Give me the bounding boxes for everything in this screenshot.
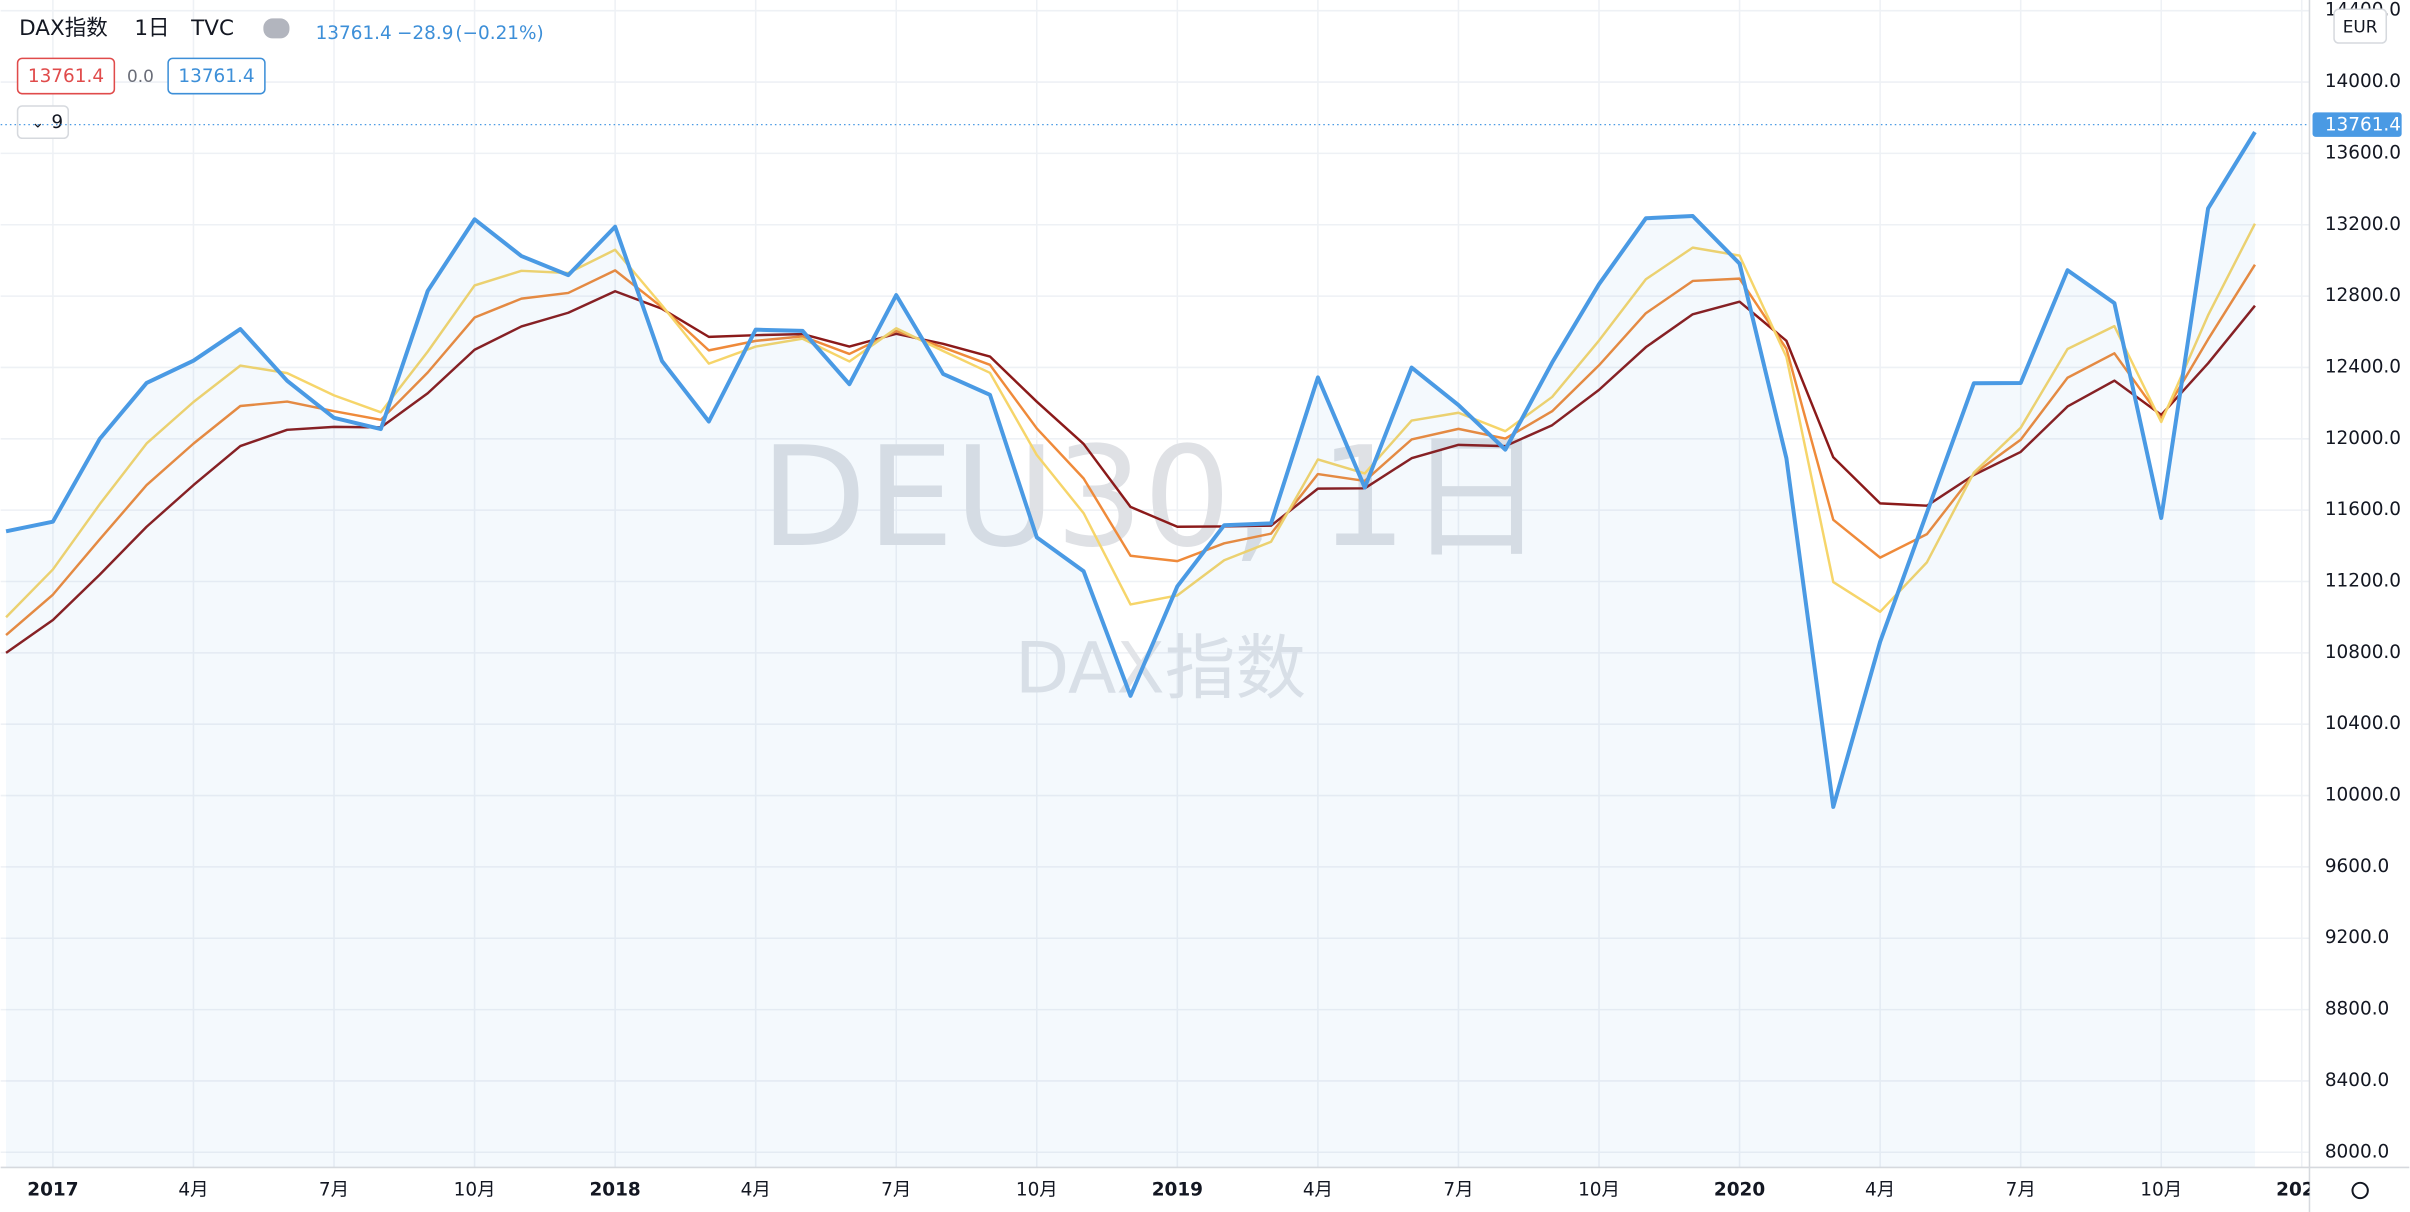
currency-box[interactable] — [2333, 8, 2388, 44]
last-value-label: 13761.4 — [2325, 114, 2401, 135]
x-tick-label: 4月 — [1865, 1179, 1895, 1200]
x-tick-label: 2019 — [1152, 1179, 1203, 1200]
y-tick-label: 11600.0 — [2325, 499, 2401, 520]
y-tick-label: 8000.0 — [2325, 1141, 2389, 1162]
x-tick-label: 4月 — [1303, 1179, 1333, 1200]
x-axis: 2017 4月 7月 10月 2018 4月 7月 10月 2019 4月 7月 10月 2020 4月 7… — [27, 1179, 2327, 1200]
y-tick-label: 8400.0 — [2325, 1070, 2389, 1091]
price-area — [6, 132, 2255, 1168]
settings-icon[interactable] — [2351, 1181, 2369, 1200]
y-tick-label: 10000.0 — [2325, 785, 2401, 806]
y-tick-label: 12400.0 — [2325, 356, 2401, 377]
x-tick-label: 7月 — [881, 1179, 911, 1200]
grid — [0, 0, 2310, 1168]
ema-line — [5, 223, 2257, 619]
watermark-sub: DAX指数 — [1015, 626, 1306, 709]
interval: 1日 — [134, 16, 169, 41]
series-lines — [5, 131, 2257, 1168]
box-close-text: 13761.4 — [178, 66, 254, 87]
quote-pct: (−0.21%) — [455, 23, 543, 44]
y-axis: 8000.0 8400.0 8800.0 9200.0 9600.0 10000.0 104… — [2325, 0, 2401, 1162]
x-tick-label: 10月 — [454, 1179, 496, 1200]
x-tick-label: 2018 — [589, 1179, 640, 1200]
quote-last: 13761.4 — [316, 23, 392, 44]
exchange: TVC — [190, 16, 234, 41]
y-tick-label: 8800.0 — [2325, 999, 2389, 1020]
y-tick-label: 10800.0 — [2325, 642, 2401, 663]
x-tick-label: 7月 — [1443, 1179, 1473, 1200]
y-tick-label: 10400.0 — [2325, 713, 2401, 734]
x-tick-label: 2020 — [1714, 1179, 1765, 1200]
y-tick-label: 9600.0 — [2325, 856, 2389, 877]
currency: EUR — [2343, 17, 2378, 37]
x-tick-label: 7月 — [2006, 1179, 2036, 1200]
symbol: DAX指数 — [19, 16, 108, 41]
watermark: DEU30, 1日 — [760, 417, 1545, 578]
y-tick-label: 11200.0 — [2325, 570, 2401, 591]
y-tick-label: 13200.0 — [2325, 214, 2401, 235]
box-close[interactable] — [167, 57, 266, 95]
indicator-count: 9 — [51, 112, 63, 133]
y-tick-label: 13600.0 — [2325, 142, 2401, 163]
box-mid-text: 0.0 — [127, 66, 154, 86]
toggle[interactable] — [263, 18, 290, 39]
y-tick-label: 12000.0 — [2325, 428, 2401, 449]
y-tick-label: 14000.0 — [2325, 71, 2401, 92]
chevron: ⌄ — [31, 113, 44, 131]
box-open-text: 13761.4 — [28, 66, 104, 87]
ema-line — [5, 264, 2256, 636]
x-tick-label: 2017 — [27, 1179, 78, 1200]
plot: DEU30, 1日 DAX指数 — [5, 131, 2257, 1168]
box-open[interactable] — [16, 57, 116, 95]
y-tick-label: 9200.0 — [2325, 927, 2389, 948]
x-tick-label: 4月 — [741, 1179, 771, 1200]
indicator-toggle[interactable] — [16, 105, 70, 140]
last-value-box — [2312, 112, 2402, 137]
y-tick-label: 12800.0 — [2325, 285, 2401, 306]
quote-change: −28.9 — [397, 23, 453, 44]
x-tick-label: 10月 — [1016, 1179, 1058, 1200]
x-tick-label: 2021 — [2276, 1179, 2327, 1200]
price-line — [5, 131, 2257, 809]
x-tick-label: 10月 — [1578, 1179, 1620, 1200]
x-tick-label: 10月 — [2140, 1179, 2182, 1200]
x-tick-label: 4月 — [178, 1179, 208, 1200]
x-tick-label: 7月 — [319, 1179, 349, 1200]
